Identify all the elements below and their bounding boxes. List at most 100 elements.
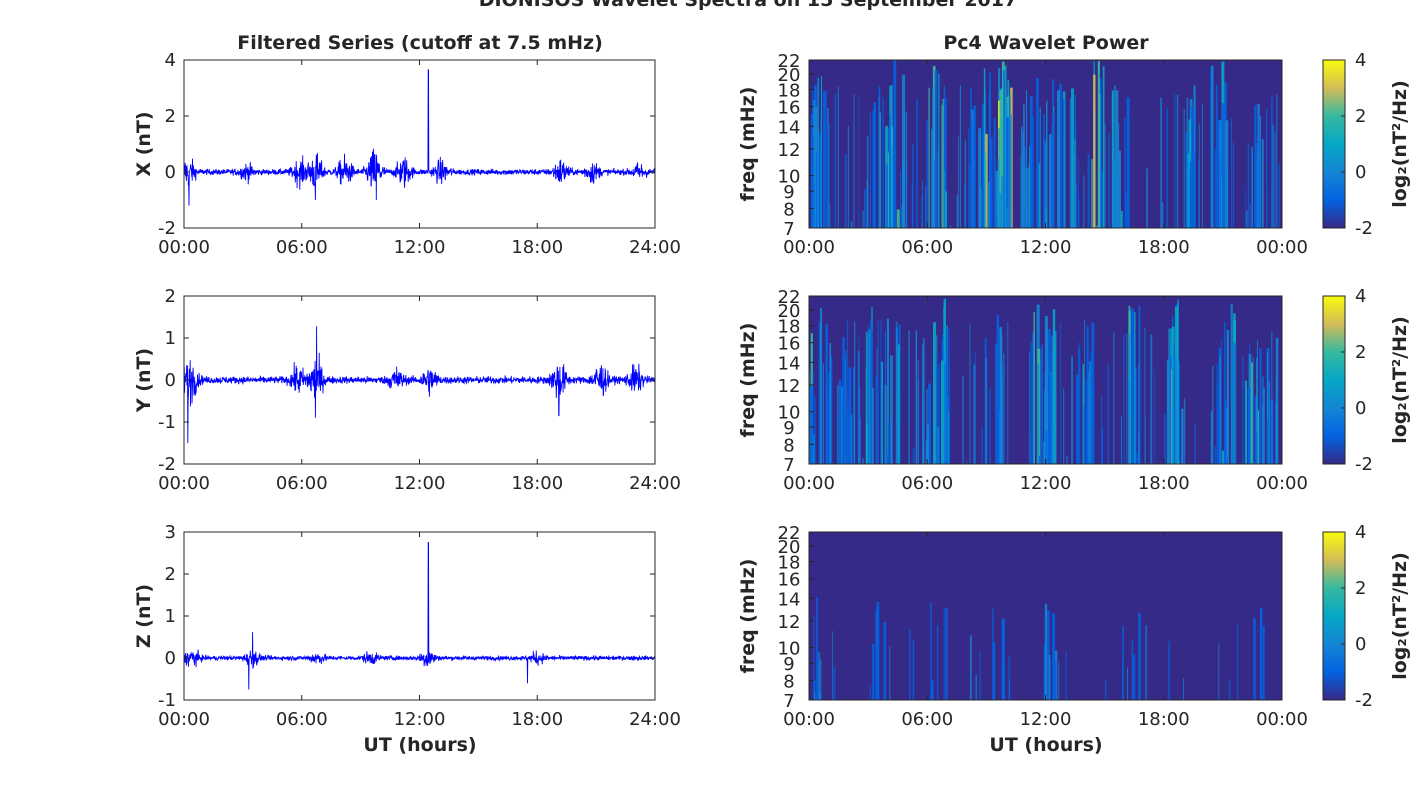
wavelet-streak [1051, 335, 1054, 464]
ytick-label: 22 [778, 51, 801, 72]
wavelet-streak [1077, 342, 1080, 464]
wavelet-streak [888, 152, 890, 228]
wavelet-streak [1083, 175, 1085, 228]
wavelet-streak [1270, 462, 1272, 464]
wavelet-streak [1217, 382, 1219, 464]
series-panel-x: -2 0 2 4 00:00 06:00 12:00 18:00 24:00 X (nT) [133, 50, 681, 258]
wavelet-streak [957, 136, 959, 228]
wavelet-streak [844, 153, 847, 228]
wavelet-streak [1046, 100, 1048, 228]
wavelet-streak [923, 338, 925, 464]
colorbar-tick-label: 2 [1355, 578, 1366, 599]
right-column-title: Pc4 Wavelet Power [943, 32, 1149, 54]
wavelet-xtick-label: 00:00 [783, 473, 835, 494]
series-xtick-label: 18:00 [511, 237, 563, 258]
wavelet-streak [1271, 331, 1273, 464]
wavelet-streak [1246, 210, 1248, 228]
wavelet-streak [989, 389, 991, 464]
wavelet-streak [854, 321, 856, 464]
wavelet-streak [1003, 65, 1007, 228]
heatmap-streaks [806, 298, 1279, 464]
wavelet-streak [911, 182, 914, 228]
wavelet-xtick-label: 00:00 [783, 237, 835, 258]
wavelet-streak [1138, 305, 1141, 464]
wavelet-streak [1194, 424, 1196, 464]
ylabel-y: Y (nT) [133, 348, 155, 413]
wavelet-streak [834, 93, 837, 228]
right-xlabel: UT (hours) [989, 734, 1102, 756]
wavelet-streak [944, 191, 948, 228]
wavelet-streak [1111, 90, 1114, 228]
wavelet-streak [1210, 413, 1212, 464]
wavelet-streak [1136, 452, 1139, 464]
wavelet-streak [1150, 334, 1153, 464]
wavelet-streak [1105, 679, 1107, 700]
wavelet-streak [932, 89, 934, 228]
colorbar-tick-label: -2 [1355, 454, 1373, 475]
wavelet-streak [1271, 96, 1273, 228]
wavelet-streak [891, 146, 894, 228]
wavelet-streak [1049, 134, 1052, 228]
wavelet-streak [1062, 98, 1065, 228]
wavelet-streak [920, 197, 922, 228]
wavelet-streak [984, 153, 987, 228]
wavelet-streak [806, 299, 809, 464]
colorbar: -2 0 2 4 log₂(nT²/Hz) [1322, 50, 1411, 239]
wavelet-streak [1235, 344, 1237, 464]
wavelet-streak [900, 170, 902, 228]
wavelet-streak [1198, 159, 1200, 228]
series-line-x [183, 69, 656, 206]
ytick-label: -1 [158, 690, 176, 711]
ytick-label: 8 [783, 435, 794, 456]
colorbar-gradient [1322, 59, 1346, 229]
wavelet-streak [1192, 165, 1194, 228]
wavelet-streak [984, 178, 985, 228]
wavelet-streak [869, 685, 871, 700]
series-xtick-label: 00:00 [158, 473, 210, 494]
wavelet-streak [873, 102, 876, 228]
wavelet-streak [1244, 380, 1247, 464]
ytick-label: 10 [778, 167, 801, 188]
wavelet-streak [902, 74, 906, 228]
wavelet-streak [937, 625, 939, 700]
wavelet-streak [1065, 651, 1067, 700]
wavelet-streak [1177, 299, 1179, 464]
wavelet-streak [884, 384, 887, 464]
wavelet-streak [833, 666, 836, 700]
wavelet-streak [819, 136, 822, 228]
wavelet-streak [886, 453, 889, 464]
wavelet-streak [813, 692, 816, 700]
wavelet-streak [1029, 96, 1033, 228]
wavelet-streak [1263, 387, 1265, 464]
wavelet-streak [989, 72, 991, 228]
wavelet-streak [1214, 446, 1217, 464]
wavelet-streak [1074, 154, 1076, 228]
wavelet-streak [948, 357, 950, 464]
wavelet-streak [1244, 186, 1246, 228]
wavelet-streak [1242, 355, 1244, 464]
wavelet-streak [992, 608, 994, 700]
ytick-label: 18 [778, 552, 801, 573]
wavelet-streak [1123, 334, 1125, 464]
wavelet-streak [1032, 116, 1034, 228]
wavelet-streak [869, 112, 871, 228]
colorbar-tick-label: -2 [1355, 690, 1373, 711]
colorbar-label: log₂(nT²/Hz) [1389, 316, 1411, 444]
wavelet-streak [859, 417, 861, 464]
wavelet-streak [964, 140, 967, 228]
wavelet-streak [1229, 679, 1231, 700]
wavelet-streak [916, 98, 918, 228]
wavelet-streak [998, 128, 1000, 228]
wavelet-streak [1031, 331, 1034, 464]
wavelet-streak [956, 195, 959, 228]
wavelet-streak [1168, 640, 1170, 700]
ytick-label: 0 [165, 370, 176, 391]
wavelet-streak [970, 87, 972, 228]
ylabel-freq: freq (mHz) [737, 87, 759, 202]
series-panel-z: -1 0 1 2 3 00:00 06:00 12:00 18:00 24:00 Z (nT) [133, 522, 681, 730]
wavelet-streak [978, 128, 982, 228]
wavelet-streak [988, 182, 990, 228]
wavelet-streak [850, 221, 853, 228]
